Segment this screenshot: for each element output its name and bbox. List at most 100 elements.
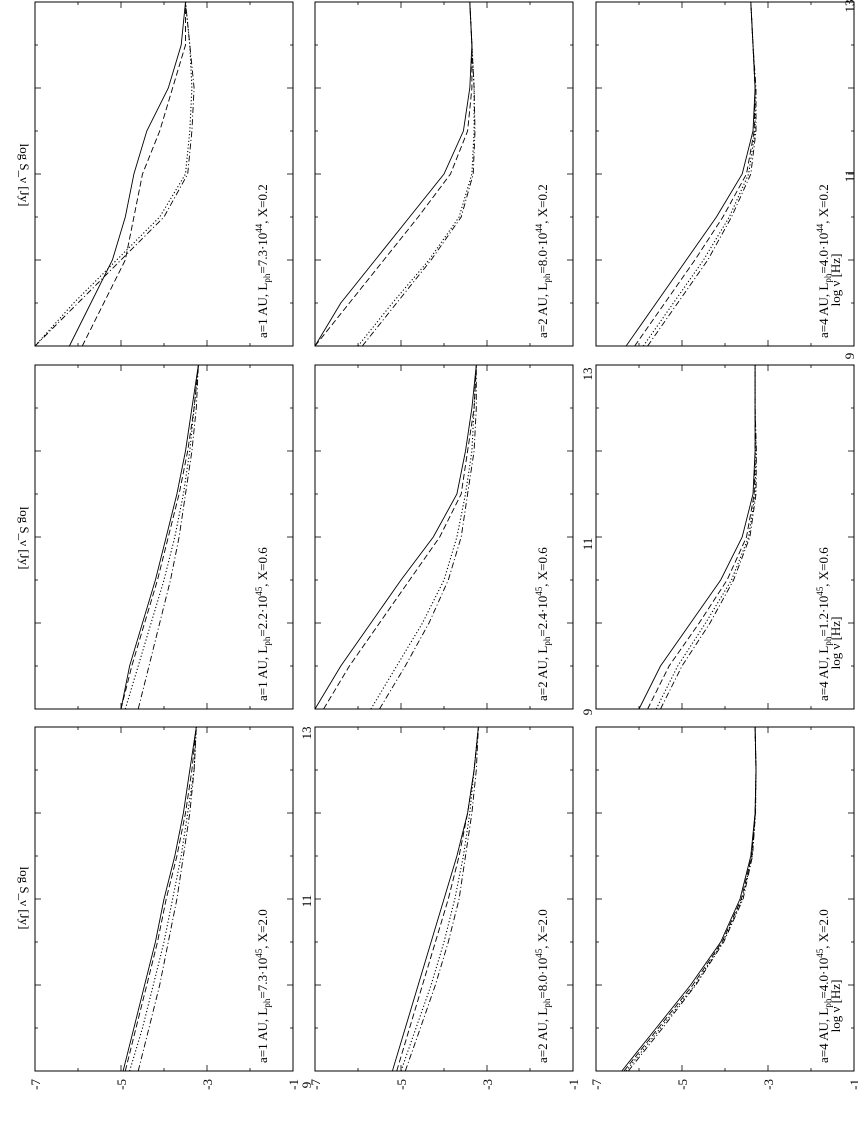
panel-label-text: =1.2·10: [816, 596, 831, 637]
series-solid-line: [625, 1, 756, 347]
x-axis-title: log ν [Hz]: [828, 617, 843, 670]
x-tick-label: 9: [299, 1082, 314, 1089]
panel-label-superscript: 45: [815, 586, 825, 596]
panel-label-text: a=1 AU, L: [255, 283, 270, 338]
panel-label: a=4 AU, Lph=4.0·1045, X=2.0: [815, 909, 833, 1063]
panel-label: a=1 AU, Lph=2.2·1045, X=0.6: [254, 547, 272, 701]
series-solid-line: [122, 726, 197, 1072]
panel-label-text: a=2 AU, L: [535, 283, 550, 338]
panel-3: a=1 AU, Lph=7.3·1045, X=2.0 -1 -3 -5 -7: [28, 726, 301, 1090]
x-tick-label: 11: [842, 170, 857, 183]
panel-label-text: , X=0.6: [535, 547, 550, 587]
y-tick-label: -5: [114, 1079, 129, 1090]
panel-label: a=2 AU, Lph=8.0·1045, X=2.0: [534, 909, 552, 1063]
series-dashdot-line: [627, 726, 757, 1072]
panel-label: a=2 AU, Lph=2.4·1045, X=0.6: [534, 547, 552, 701]
panel-label-subscript: ph: [262, 636, 272, 646]
series-dotted-line: [357, 1, 475, 347]
x-axis-title: log ν [Hz]: [828, 980, 843, 1033]
series-dotted-line: [625, 726, 757, 1072]
series-dotted-line: [400, 726, 479, 1072]
series-dotted-line: [642, 1, 756, 347]
series-dashed-line: [81, 2, 186, 347]
panel-label-superscript: 45: [254, 948, 264, 958]
series-dashdot-line: [660, 365, 757, 710]
series-dotted-line: [34, 1, 193, 347]
panel-label-text: a=4 AU, L: [816, 646, 831, 701]
series-solid-line: [621, 726, 757, 1072]
panel-label-text: =7.3·10: [255, 958, 270, 999]
panel-label-superscript: 45: [534, 948, 544, 958]
series-dashed-line: [634, 1, 756, 347]
y-tick-label: -7: [589, 1079, 604, 1090]
panel-9: a=4 AU, Lph=4.0·1045, X=2.0 -1 -3 -5 -7: [589, 726, 858, 1090]
panel-label-text: , X=0.2: [816, 184, 831, 223]
panel-label-text: =8.0·10: [535, 233, 550, 274]
panel-label-superscript: 45: [254, 586, 264, 596]
panel-label-text: a=4 AU, L: [816, 1008, 831, 1063]
panel-label-superscript: 44: [815, 223, 825, 233]
x-tick-label: 9: [842, 353, 857, 360]
series-dashdot-line: [137, 726, 197, 1072]
y-tick-label: -3: [761, 1079, 776, 1090]
panel-8: a=4 AU, Lph=1.2·1045, X=0.6: [595, 364, 855, 710]
panel-label: a=1 AU, Lph=7.3·1045, X=2.0: [254, 909, 272, 1063]
panel-label-subscript: ph: [542, 636, 552, 646]
series-dashdot-line: [379, 365, 477, 710]
panel-label-text: =7.3·10: [255, 233, 270, 274]
panel-7: a=4 AU, Lph=4.0·1044, X=0.2: [595, 1, 855, 347]
panel-label-text: =4.0·10: [816, 958, 831, 999]
series-dashed-line: [314, 1, 473, 347]
panel-label-text: , X=2.0: [816, 909, 831, 948]
y-tick-label: -1: [847, 1079, 858, 1090]
panel-label-text: , X=2.0: [535, 909, 550, 948]
panel-label-subscript: ph: [823, 273, 833, 283]
panel-label-text: =2.4·10: [535, 596, 550, 637]
series-dashed-line: [647, 365, 756, 710]
y-tick-label: -7: [28, 1079, 43, 1090]
panel-label-superscript: 44: [534, 223, 544, 233]
y-tick-label: -3: [200, 1079, 215, 1090]
panel-label: a=1 AU, Lph=7.3·1044, X=0.2: [254, 184, 272, 338]
series-solid-line: [120, 364, 199, 710]
panel-4: a=2 AU, Lph=8.0·1044, X=0.2: [314, 1, 574, 347]
y-tick-label: -1: [566, 1079, 581, 1090]
x-tick-label: 13: [842, 0, 857, 13]
series-solid-line: [314, 364, 477, 710]
series-dashdot-line: [361, 1, 476, 347]
panel-label-text: , X=2.0: [255, 909, 270, 948]
panel-label-text: a=2 AU, L: [535, 1008, 550, 1063]
panel-label-text: , X=0.6: [816, 547, 831, 587]
panel-label-text: , X=0.2: [255, 184, 270, 223]
panel-label-subscript: ph: [823, 636, 833, 646]
series-dashdot-line: [647, 1, 757, 347]
x-tick-label: 13: [580, 368, 595, 381]
series-solid-line: [68, 1, 186, 347]
panel-label-text: , X=0.2: [535, 184, 550, 223]
x-tick-label: 11: [580, 538, 595, 551]
panel-label-subscript: ph: [542, 998, 552, 1008]
panel-label-text: a=2 AU, L: [535, 646, 550, 701]
series-dotted-line: [129, 726, 197, 1072]
series-dashdot-line: [137, 364, 199, 710]
panel-label-text: a=1 AU, L: [255, 1008, 270, 1063]
panel-label-subscript: ph: [262, 273, 272, 283]
series-dotted-line: [655, 365, 757, 710]
y-axis-title: log S_ν [Jy]: [17, 867, 32, 930]
y-tick-label: -5: [675, 1079, 690, 1090]
panel-label: a=4 AU, Lph=4.0·1044, X=0.2: [815, 184, 833, 338]
x-axis-title: log ν [Hz]: [828, 254, 843, 307]
series-solid-line: [391, 726, 479, 1072]
panel-2: a=1 AU, Lph=2.2·1045, X=0.6: [34, 364, 294, 710]
panel-label-text: , X=0.6: [255, 547, 270, 587]
series-dashed-line: [120, 364, 199, 710]
panel-label: a=4 AU, Lph=1.2·1045, X=0.6: [815, 547, 833, 701]
panel-label-superscript: 45: [815, 948, 825, 958]
panel-label-text: a=1 AU, L: [255, 646, 270, 701]
series-dashdot-line: [404, 726, 479, 1072]
panel-label-superscript: 44: [254, 223, 264, 233]
series-solid-line: [638, 365, 756, 710]
y-tick-label: -3: [480, 1079, 495, 1090]
series-dashed-line: [396, 726, 479, 1072]
